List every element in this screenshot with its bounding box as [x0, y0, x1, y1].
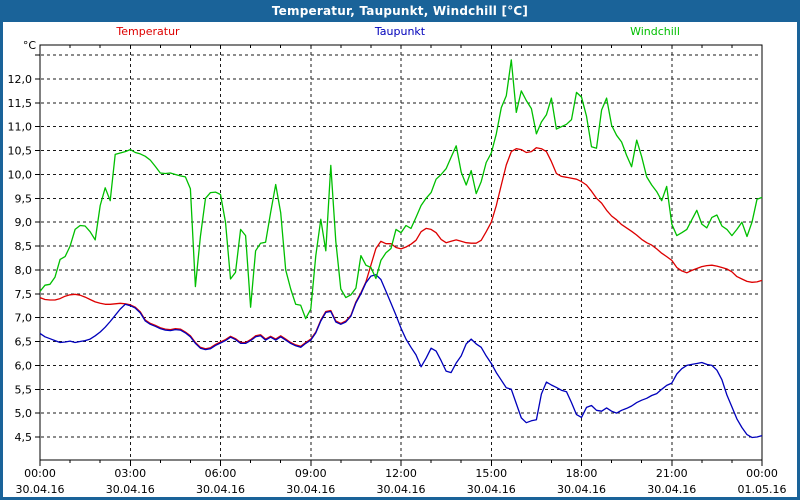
plot-border [39, 44, 763, 461]
y-tick-label: 5,0 [15, 407, 33, 420]
x-tick-date-label: 30.04.16 [647, 483, 696, 496]
window-border-left [0, 22, 3, 500]
window-border-bottom [0, 497, 800, 500]
y-axis-unit-label: °C [23, 39, 37, 52]
x-tick-time-label: 03:00 [114, 467, 146, 480]
y-tick-label: 9,0 [15, 216, 33, 229]
y-tick-label: 10,0 [8, 168, 33, 181]
chart-canvas: 4,5 5,0 5,5 6,0 6,5 7,0 7,5 8,0 8,5 9,0 9,5 10,0 10,… [8, 39, 787, 496]
y-tick-label: 8,5 [15, 240, 33, 253]
x-tick-date-label: 30.04.16 [196, 483, 245, 496]
x-tick-time-label: 00:00 [746, 467, 778, 480]
series-windchill-line [39, 59, 763, 320]
window-title: Temperatur, Taupunkt, Windchill [°C] [271, 4, 529, 18]
x-tick-time-label: 09:00 [295, 467, 327, 480]
x-tick-date-label: 30.04.16 [557, 483, 606, 496]
y-tick-label: 5,5 [15, 383, 33, 396]
y-tick-label: 10,5 [8, 145, 33, 158]
x-tick-date-label: 30.04.16 [16, 483, 65, 496]
y-tick-label: 6,5 [15, 336, 33, 349]
y-tick-label: 8,0 [15, 264, 33, 277]
series-temperatur-line [39, 147, 763, 350]
y-tick-label: 12,0 [8, 73, 33, 86]
x-tick-date-label: 30.04.16 [377, 483, 426, 496]
x-tick-time-label: 18:00 [566, 467, 598, 480]
window-border-right [797, 22, 800, 500]
x-tick-date-label: 01.05.16 [738, 483, 787, 496]
y-tick-label: 7,0 [15, 312, 33, 325]
y-tick-label: 4,5 [15, 431, 33, 444]
y-tick-label: 9,5 [15, 192, 33, 205]
x-tick-time-label: 12:00 [385, 467, 417, 480]
y-tick-label: 7,5 [15, 288, 33, 301]
legend-item-windchill: Windchill [630, 25, 680, 38]
x-tick-time-label: 21:00 [656, 467, 688, 480]
x-tick-date-label: 30.04.16 [467, 483, 516, 496]
series-taupunkt-line [39, 274, 763, 439]
x-tick-time-label: 15:00 [475, 467, 507, 480]
x-tick-time-label: 06:00 [205, 467, 237, 480]
y-tick-label: 11,0 [8, 121, 33, 134]
y-tick-label: 6,0 [15, 359, 33, 372]
window-titlebar[interactable]: Temperatur, Taupunkt, Windchill [°C] [0, 0, 800, 22]
legend: Temperatur Taupunkt Windchill [0, 25, 800, 41]
x-tick-time-label: 00:00 [24, 467, 56, 480]
legend-item-taupunkt: Taupunkt [374, 25, 426, 38]
legend-item-temperatur: Temperatur [116, 25, 180, 38]
y-tick-label: 11,5 [8, 97, 33, 110]
x-tick-date-label: 30.04.16 [286, 483, 335, 496]
x-tick-date-label: 30.04.16 [106, 483, 155, 496]
